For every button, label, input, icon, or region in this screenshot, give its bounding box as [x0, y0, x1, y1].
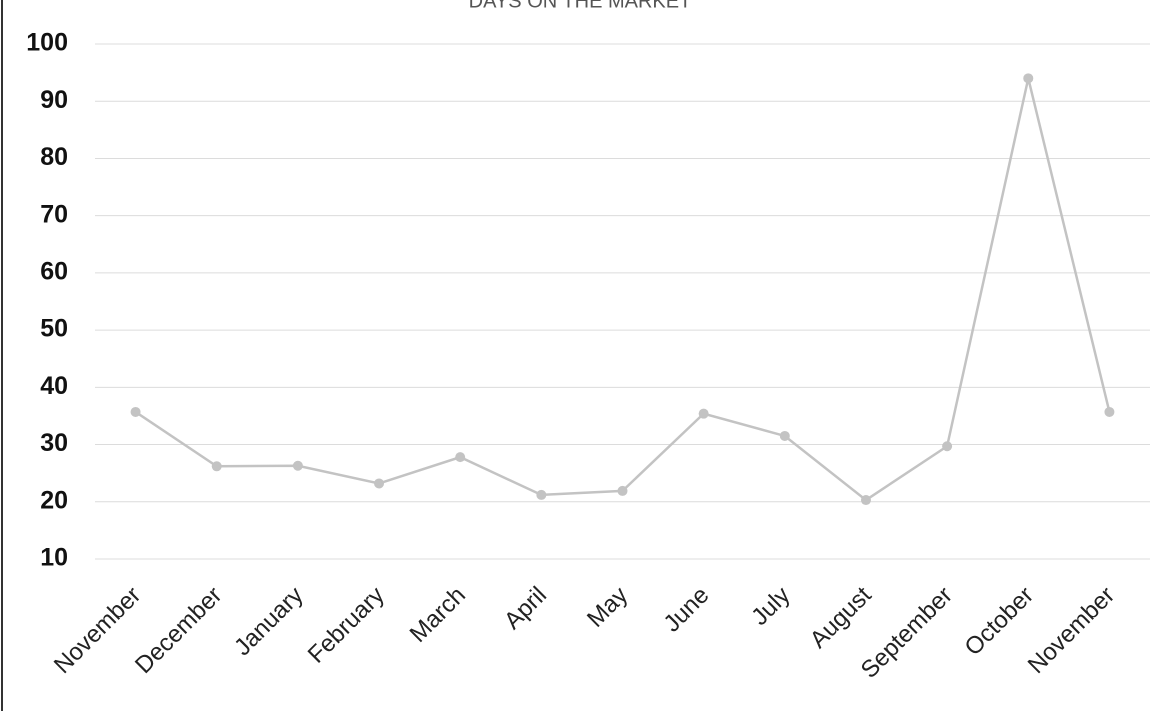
x-tick-label: December: [130, 582, 227, 679]
y-tick-label: 10: [40, 544, 68, 572]
y-tick-label: 90: [40, 86, 68, 114]
data-point: [536, 489, 547, 500]
y-tick-label: 40: [40, 372, 68, 400]
y-tick-label: 80: [40, 143, 68, 171]
data-point: [698, 408, 709, 419]
x-tick-label: October: [960, 582, 1039, 661]
y-tick-label: 50: [40, 315, 68, 343]
x-tick-label: February: [303, 582, 390, 669]
data-point: [1023, 73, 1034, 84]
x-tick-label: January: [229, 582, 308, 661]
x-tick-label: March: [405, 582, 471, 648]
y-tick-label: 60: [40, 257, 68, 285]
x-tick-label: November: [1023, 582, 1120, 679]
data-point: [211, 461, 222, 472]
data-point: [292, 460, 303, 471]
x-tick-label: April: [499, 582, 552, 635]
chart-title: DAYS ON THE MARKET: [469, 0, 692, 12]
data-point: [1104, 406, 1115, 417]
data-point: [455, 452, 466, 463]
x-tick-label: June: [658, 582, 714, 638]
x-tick-label: November: [49, 582, 146, 679]
data-point: [130, 406, 141, 417]
data-point: [942, 441, 953, 452]
data-point: [617, 485, 628, 496]
data-point: [374, 478, 385, 489]
y-tick-label: 20: [40, 486, 68, 514]
data-point: [860, 495, 871, 506]
data-point: [779, 430, 790, 441]
data-line: [134, 78, 1111, 502]
x-tick-label: July: [746, 582, 795, 631]
x-tick-label: August: [805, 581, 877, 653]
y-tick-label: 70: [40, 200, 68, 228]
x-tick-label: May: [582, 582, 633, 633]
y-tick-label: 100: [26, 29, 68, 57]
y-tick-label: 30: [40, 429, 68, 457]
